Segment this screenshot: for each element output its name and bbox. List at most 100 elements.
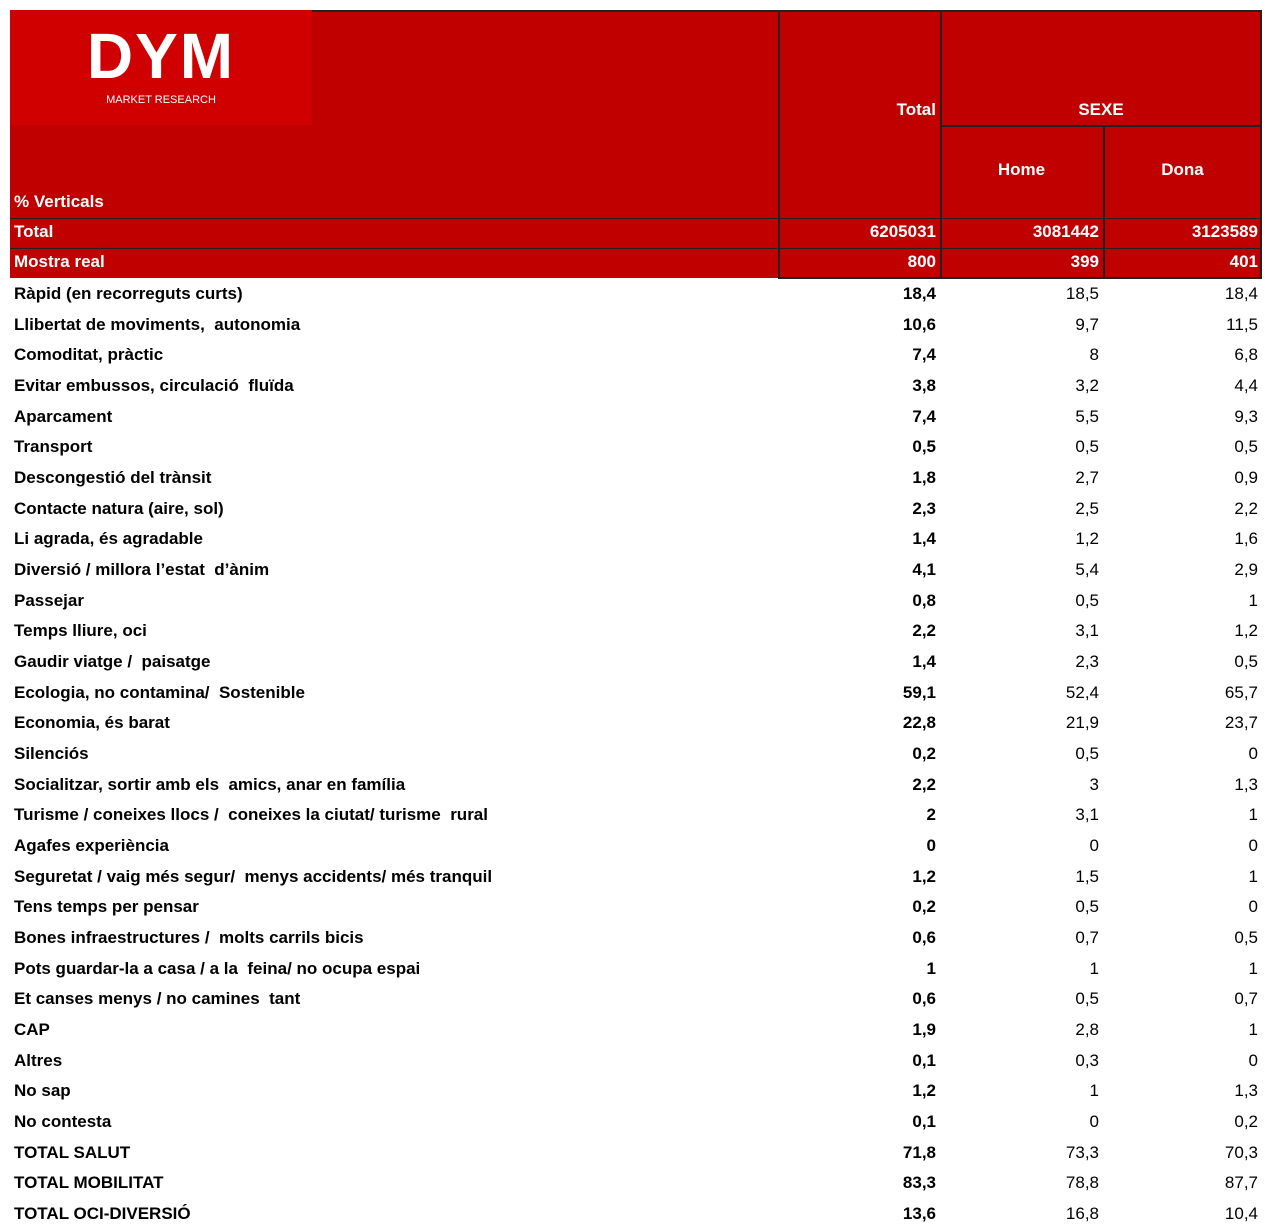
cell-value: 2,2	[912, 774, 936, 794]
cell-value: 1,5	[1075, 866, 1099, 886]
cell-value: 7,4	[912, 345, 936, 365]
row-label: Ràpid (en recorreguts curts)	[14, 284, 243, 303]
cell-value: 18,5	[1065, 284, 1099, 303]
cell-value: 4,1	[912, 560, 936, 580]
row-label: Turisme / coneixes llocs / coneixes la c…	[14, 805, 488, 825]
cell-value: 0,1	[912, 1050, 936, 1070]
cell-value: 0,5	[1075, 437, 1099, 457]
cell-value: 1,8	[912, 468, 936, 488]
row-label: Economia, és barat	[14, 713, 170, 733]
cell-value: 1,3	[1234, 774, 1258, 794]
cell-value: 1	[1248, 805, 1258, 825]
row-label: Comoditat, pràctic	[14, 345, 164, 365]
border	[940, 10, 942, 278]
cell-value: 0,5	[1075, 897, 1099, 917]
cell-value: 0	[1248, 744, 1258, 764]
cell-value: 7,4	[912, 406, 936, 426]
cell-value: 22,8	[902, 713, 936, 733]
cell-value: 0	[1248, 897, 1258, 917]
row-label: Aparcament	[14, 406, 113, 426]
logo-name: DYM	[86, 20, 236, 92]
cell-value: 1,6	[1234, 529, 1258, 549]
cell-value: 401	[1229, 252, 1258, 271]
cell-value: 3,1	[1075, 621, 1099, 641]
row-label: Bones infraestructures / molts carrils b…	[14, 928, 364, 948]
cell-value: 0	[1248, 836, 1258, 856]
row-label: Descongestió del trànsit	[14, 468, 212, 488]
cell-value: 16,8	[1065, 1204, 1099, 1224]
cell-value: 0,5	[1075, 744, 1099, 764]
row-label: Contacte natura (aire, sol)	[14, 498, 224, 518]
cell-value: 3	[1089, 774, 1099, 794]
border	[10, 218, 1262, 219]
row-label: Seguretat / vaig més segur/ menys accide…	[14, 866, 493, 886]
header-sub: Home	[997, 160, 1046, 179]
cell-value: 18,4	[902, 284, 936, 303]
border	[1103, 125, 1105, 278]
cell-value: 2,8	[1075, 1020, 1099, 1040]
cell-value: 0,6	[912, 928, 936, 948]
row-label: CAP	[14, 1020, 50, 1040]
cell-value: 1,9	[912, 1020, 936, 1040]
cell-value: 0,2	[912, 897, 936, 917]
row-label: Li agrada, és agradable	[14, 529, 203, 549]
cell-value: 2,7	[1075, 468, 1099, 488]
row-label: Gaudir viatge / paisatge	[14, 652, 211, 672]
border	[940, 125, 1262, 127]
row-label: Total	[14, 222, 54, 241]
logo-box	[10, 10, 312, 125]
cell-value: 1	[1248, 1020, 1258, 1040]
cell-value: 0,5	[1234, 437, 1258, 457]
cell-value: 2,3	[912, 498, 936, 518]
cell-value: 399	[1070, 252, 1099, 271]
cell-value: 3081442	[1032, 222, 1099, 241]
cell-value: 1	[1248, 590, 1258, 610]
cell-value: 1	[1248, 866, 1258, 886]
cell-value: 1,3	[1234, 1081, 1258, 1101]
row-label: Transport	[14, 437, 93, 457]
row-label: Passejar	[14, 590, 84, 610]
row-label: Pots guardar-la a casa / a la feina/ no …	[14, 958, 421, 978]
cell-value: 13,6	[902, 1204, 936, 1224]
cell-value: 1,4	[912, 529, 936, 549]
header-sub: Dona	[1161, 160, 1204, 179]
cell-value: 800	[907, 252, 936, 271]
row-label: Diversió / millora l’estat d’ànim	[14, 560, 270, 580]
cell-value: 3,2	[1075, 376, 1099, 395]
row-label: Ecologia, no contamina/ Sostenible	[14, 682, 305, 702]
cell-value: 0	[1089, 1112, 1099, 1132]
cell-value: 8	[1089, 345, 1099, 365]
cell-value: 70,3	[1224, 1142, 1258, 1162]
cell-value: 3123589	[1191, 222, 1258, 241]
cell-value: 1,2	[1234, 621, 1258, 641]
cell-value: 0,8	[912, 590, 936, 610]
cell-value: 2,2	[912, 621, 936, 641]
header-group: SEXE	[1078, 100, 1124, 119]
cell-value: 23,7	[1224, 713, 1258, 733]
cell-value: 9,3	[1234, 406, 1258, 426]
cell-value: 0,6	[912, 989, 936, 1009]
cell-value: 1	[926, 958, 936, 978]
border	[778, 10, 780, 278]
cell-value: 9,7	[1075, 314, 1099, 334]
cell-value: 2,2	[1234, 498, 1258, 518]
row-label: Silenciós	[14, 744, 89, 764]
cell-value: 1,4	[912, 652, 936, 672]
cell-value: 0,7	[1234, 989, 1258, 1009]
cell-value: 0,5	[1075, 590, 1099, 610]
cell-value: 1	[1248, 958, 1258, 978]
logo-tagline: MARKET RESEARCH	[106, 94, 216, 106]
cell-value: 0,2	[1234, 1112, 1258, 1132]
row-label: No contesta	[14, 1112, 112, 1132]
cell-value: 21,9	[1065, 713, 1099, 733]
cell-value: 65,7	[1224, 682, 1258, 702]
border	[1260, 10, 1262, 278]
cell-value: 71,8	[902, 1142, 936, 1162]
cell-value: 6205031	[869, 222, 936, 241]
cell-value: 2,3	[1075, 652, 1099, 672]
cell-value: 10,6	[902, 314, 936, 334]
cell-value: 83,3	[902, 1173, 936, 1193]
cell-value: 1,2	[912, 1081, 936, 1101]
row-label: Tens temps per pensar	[14, 897, 199, 917]
cell-value: 0	[1089, 836, 1099, 856]
